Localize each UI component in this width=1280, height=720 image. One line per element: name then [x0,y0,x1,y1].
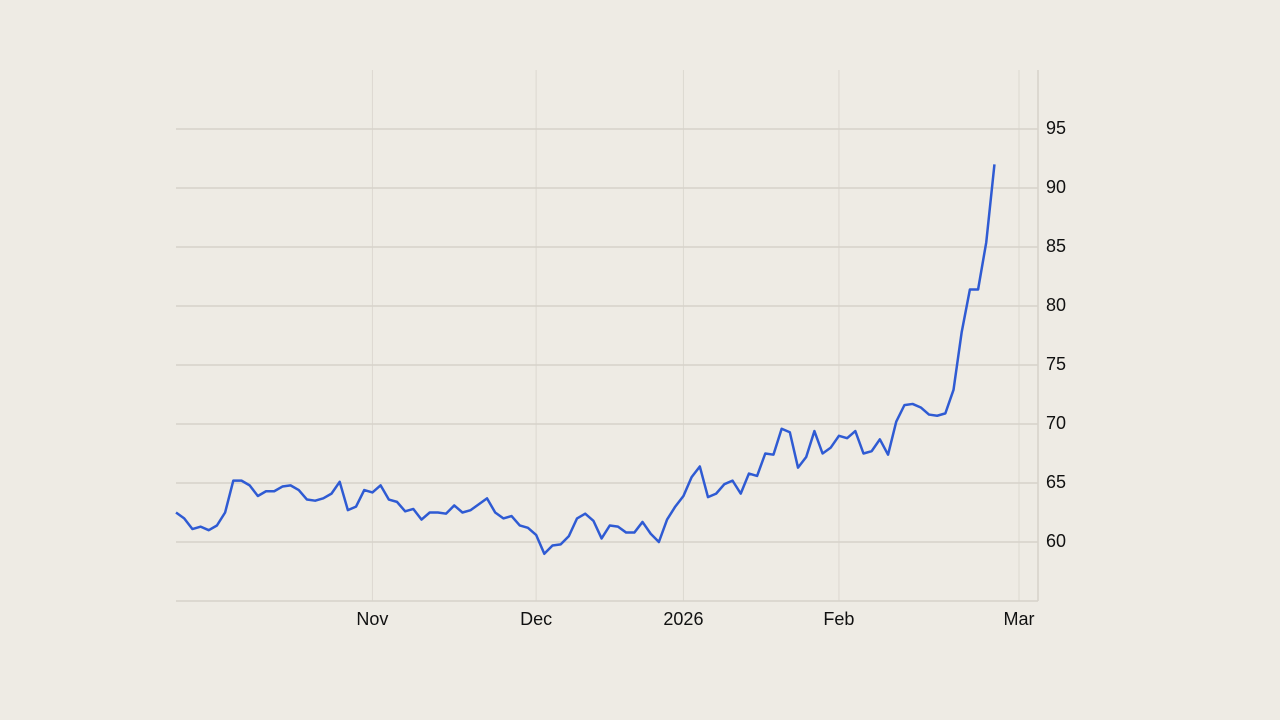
y-tick-label: 70 [1046,413,1066,433]
y-tick-label: 95 [1046,118,1066,138]
y-tick-label: 65 [1046,472,1066,492]
x-tick-label: Mar [1004,609,1035,629]
y-tick-label: 85 [1046,236,1066,256]
y-tick-label: 80 [1046,295,1066,315]
y-tick-label: 60 [1046,531,1066,551]
data-line [175,164,996,556]
x-tick-label: Feb [823,609,854,629]
y-tick-label: 75 [1046,354,1066,374]
x-tick-label: 2026 [663,609,703,629]
x-tick-label: Nov [356,609,388,629]
y-tick-label: 90 [1046,177,1066,197]
x-tick-label: Dec [520,609,552,629]
